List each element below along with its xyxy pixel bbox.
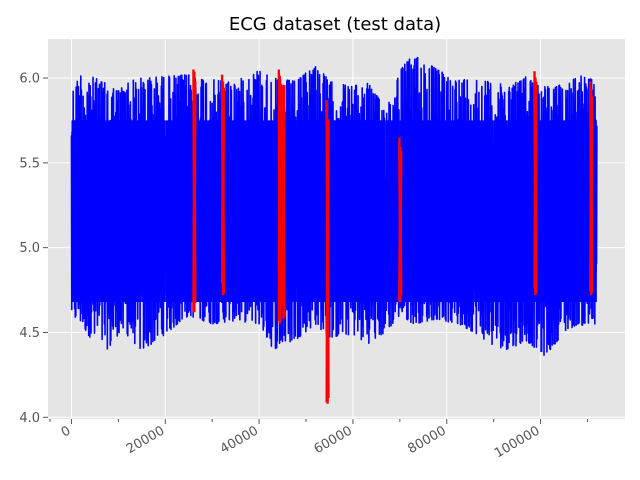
anomaly-segment: [220, 74, 226, 296]
normal-signal-core: [564, 120, 579, 302]
anomaly-segment: [325, 100, 330, 404]
normal-signal-core: [545, 120, 565, 302]
normal-signal-core: [296, 120, 316, 302]
x-tick-label: 100000: [492, 423, 542, 461]
x-tick-label: 60000: [312, 423, 355, 457]
x-axis: 0 20000 40000 60000 80000 100000: [49, 419, 588, 461]
normal-signal-core: [366, 120, 386, 302]
normal-signal-core: [80, 120, 95, 302]
normal-signal-core: [437, 120, 457, 302]
y-tick-label: 6.0: [19, 72, 40, 87]
normal-signal-core: [399, 120, 414, 302]
normal-signal-core: [108, 120, 119, 302]
normal-signal-core: [235, 120, 260, 302]
normal-signal-core: [385, 120, 400, 302]
normal-signal-core: [413, 120, 438, 302]
y-tick-label: 5.5: [19, 156, 40, 171]
normal-signal-core: [474, 120, 494, 302]
y-tick-label: 4.5: [19, 326, 40, 341]
y-axis: 4.0 4.5 5.0 5.5 6.0: [19, 72, 48, 426]
normal-signal-core: [118, 120, 128, 302]
normal-signal-core: [165, 120, 189, 302]
normal-signal-core: [456, 120, 475, 302]
anomaly-segment: [398, 137, 403, 302]
x-tick-label: 40000: [218, 423, 261, 457]
anomaly-segment: [281, 84, 286, 319]
normal-signal-core: [329, 120, 353, 302]
anomaly-data-series: [192, 69, 594, 404]
chart-title: ECG dataset (test data): [229, 14, 441, 35]
anomaly-segment: [192, 69, 197, 313]
x-tick-label: 20000: [124, 423, 167, 457]
y-tick-label: 5.0: [19, 241, 40, 256]
anomaly-segment: [589, 81, 594, 296]
x-tick-label: 0: [59, 423, 74, 440]
normal-signal-core: [578, 120, 597, 302]
y-tick-label: 4.0: [19, 411, 40, 426]
normal-signal-core: [352, 120, 367, 302]
x-tick-label: 80000: [405, 423, 448, 457]
anomaly-segment: [277, 69, 282, 325]
normal-signal-core: [259, 120, 274, 302]
normal-signal-core: [188, 120, 213, 302]
normal-signal-core: [71, 120, 81, 302]
anomaly-segment: [533, 71, 538, 296]
normal-signal-core: [507, 120, 527, 302]
normal-signal-core: [94, 120, 109, 302]
normal-signal-core: [141, 120, 166, 302]
normal-signal-core: [493, 120, 508, 302]
normal-signal-core: [127, 120, 142, 302]
